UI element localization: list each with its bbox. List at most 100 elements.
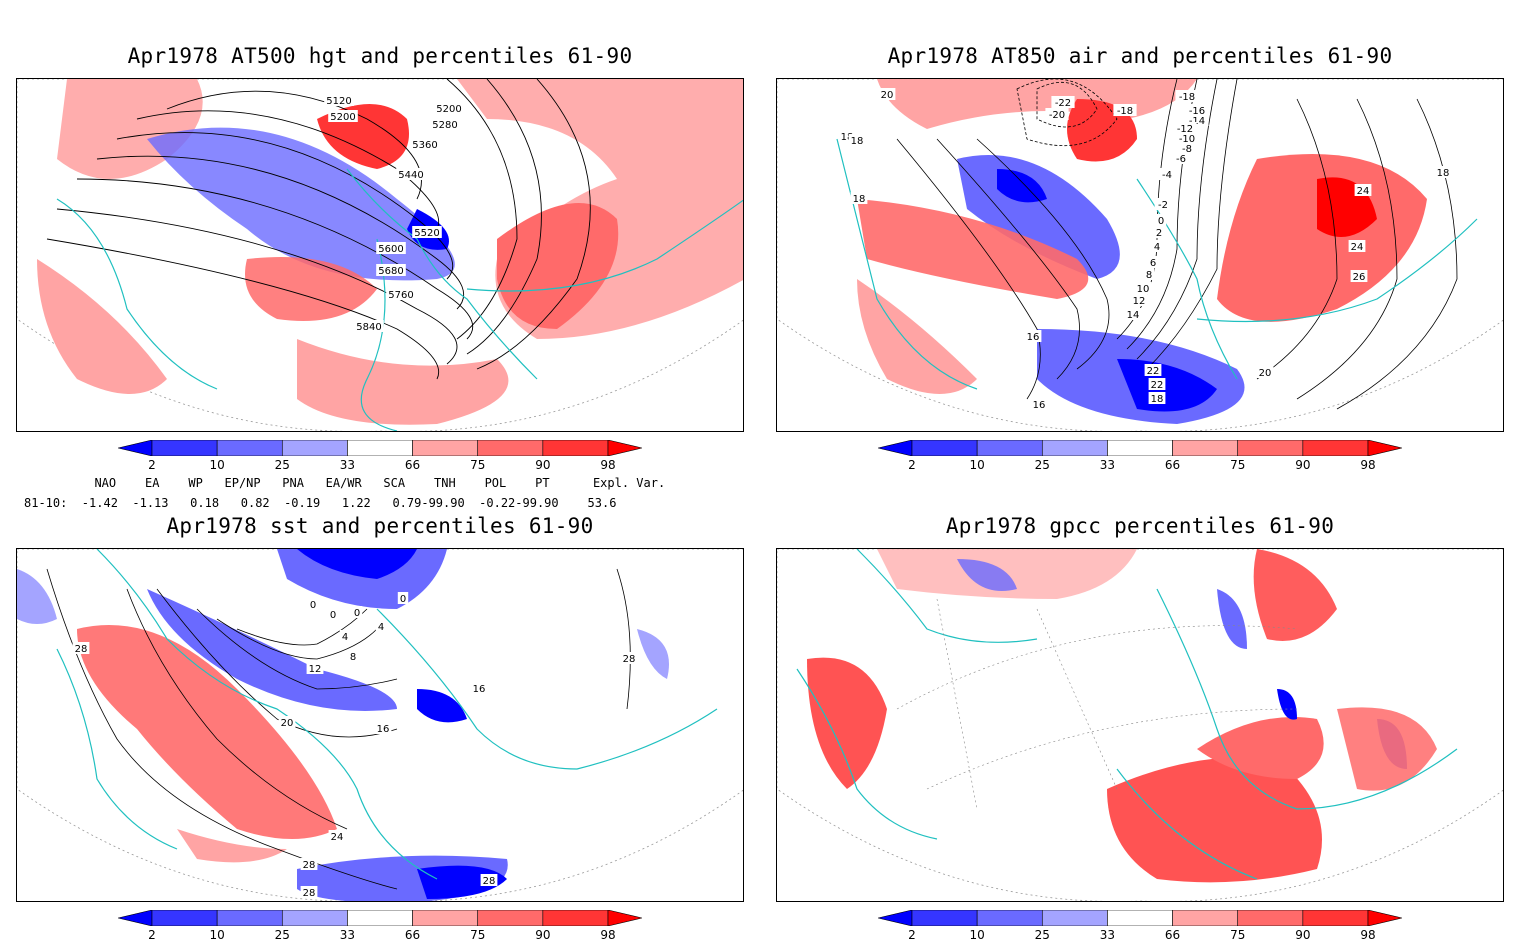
contour-label: 4 xyxy=(1154,242,1160,253)
anom-blob xyxy=(807,657,887,789)
contour-label-bg xyxy=(1175,90,1199,102)
contour-label: 28 xyxy=(75,644,88,655)
colorbar-tick-label: 98 xyxy=(1360,458,1376,472)
contour-label-bg xyxy=(307,598,319,610)
map-panel-sst: 28 0 0 0 4 0 4 8 12 16 16 20 24 28 28 28 28 xyxy=(16,548,744,902)
contour-label: 22 xyxy=(1147,366,1160,377)
contour-label-bg xyxy=(1178,142,1196,154)
colorbar-tick-label: 90 xyxy=(535,458,551,472)
contour-label: 16 xyxy=(377,724,390,735)
contour-label: -2 xyxy=(1158,200,1168,211)
contour-label: 16 xyxy=(473,684,486,695)
contour-label: 10 xyxy=(1137,284,1150,295)
contour-label-bg xyxy=(1148,392,1166,404)
anom-blob xyxy=(857,279,977,394)
contour-label-bg xyxy=(278,716,296,728)
colorbar-swatch xyxy=(1041,909,1108,927)
contour-label-bg xyxy=(1113,104,1137,116)
contour-label-bg xyxy=(412,226,442,238)
contour-label: 5200 xyxy=(330,112,355,123)
contour-label-bg xyxy=(1124,308,1142,320)
contour-label-bg xyxy=(1030,398,1048,410)
colorbar-tick-label: 10 xyxy=(209,928,225,942)
contour-label-bg xyxy=(397,592,409,604)
colorbar-tick-label: 33 xyxy=(339,928,356,942)
contour-label: 8 xyxy=(1146,270,1152,281)
contour-label: 24 xyxy=(1357,186,1370,197)
colorbar-tick-label: 33 xyxy=(1099,928,1116,942)
contour-label: -4 xyxy=(1162,170,1172,181)
colorbar-swatch xyxy=(151,909,218,927)
contour-label: 18 xyxy=(1437,168,1450,179)
contour-label-bg xyxy=(1024,330,1042,342)
colorbar-tick-label: 66 xyxy=(1164,458,1181,472)
colorbar-tick-label: 25 xyxy=(274,928,290,942)
contour-label: 0 xyxy=(354,608,360,619)
colorbar-swatch xyxy=(347,439,413,457)
contour-label-bg xyxy=(354,320,384,332)
contour-label: 28 xyxy=(303,860,316,871)
contour-label: 0 xyxy=(1158,216,1164,227)
colorbar-tick-label: 66 xyxy=(404,458,421,472)
anom-blob xyxy=(637,629,669,679)
contour-label-bg xyxy=(1148,378,1166,390)
contour-label: 2 xyxy=(1156,228,1162,239)
contour-label-bg xyxy=(430,118,460,130)
colorbar-swatch xyxy=(347,909,413,927)
contour-label: 24 xyxy=(331,832,344,843)
colorbar-tick-label: 33 xyxy=(339,458,356,472)
colorbar-swatch xyxy=(1107,909,1173,927)
contour-label: 16 xyxy=(1033,400,1046,411)
anom-blob xyxy=(1217,154,1427,322)
anom-blob xyxy=(17,569,57,624)
contour-label-bg xyxy=(1434,166,1452,178)
anom-blob xyxy=(297,549,417,579)
colorbar-tick-label: 90 xyxy=(1295,458,1311,472)
contour-label-bg xyxy=(1144,364,1162,376)
colorbar-tick-label: 25 xyxy=(1034,928,1050,942)
map-gpcc-svg xyxy=(777,549,1503,901)
contour-label-bg xyxy=(848,134,866,146)
panel-title-air: Apr1978 AT850 air and percentiles 61-90 xyxy=(887,44,1393,68)
contour-label: 5520 xyxy=(414,228,439,239)
contour-label-bg xyxy=(1134,282,1152,294)
contour-label-bg xyxy=(1147,256,1159,268)
contour-label-bg xyxy=(1354,184,1372,196)
colorbar-tick-label: 75 xyxy=(1230,928,1246,942)
map-panel-hgt: 5120 5200 5200 5280 5360 5440 5520 5600 5680 5760… xyxy=(16,78,744,432)
contour-label: 28 xyxy=(623,654,636,665)
colorbar-tick-label: 10 xyxy=(969,458,985,472)
contour-label-bg xyxy=(374,722,392,734)
contour-label-bg xyxy=(1185,104,1209,116)
colorbar-air: 2 10 25 33 66 75 90 98 xyxy=(877,439,1403,476)
contour-label: -18 xyxy=(1179,92,1195,103)
colorbar-tick-label: 2 xyxy=(148,458,156,472)
contour-label: 26 xyxy=(1353,272,1366,283)
colorbar-swatch xyxy=(976,909,1043,927)
contour-label-bg xyxy=(1153,226,1165,238)
colorbar-arrow-right xyxy=(607,909,643,927)
contour-label-bg xyxy=(1154,198,1172,210)
colorbar-swatch xyxy=(542,439,609,457)
contour-label-bg xyxy=(376,264,406,276)
anom-blob xyxy=(417,865,507,899)
contour-label: 28 xyxy=(303,888,316,899)
colorbar-swatch xyxy=(412,439,479,457)
colorbar-gpcc-svg xyxy=(877,909,1403,927)
contour-label-bg xyxy=(327,608,339,620)
contour-label-bg xyxy=(850,192,868,204)
contour-label: 12 xyxy=(309,664,322,675)
anom-blob xyxy=(245,257,377,321)
contour-label-bg xyxy=(1143,268,1155,280)
contour-label-bg xyxy=(1173,122,1197,134)
colorbar-tick-label: 75 xyxy=(1230,458,1246,472)
contour-label-bg xyxy=(347,650,359,662)
contour-label-bg xyxy=(480,874,498,886)
contour-label-bg xyxy=(386,288,416,300)
colorbar-arrow-left xyxy=(117,909,153,927)
contour-label: 18 xyxy=(851,136,864,147)
contour-label-bg xyxy=(434,102,464,114)
colorbar-tick-label: 98 xyxy=(1360,928,1376,942)
colorbar-hgt-svg xyxy=(117,439,643,457)
